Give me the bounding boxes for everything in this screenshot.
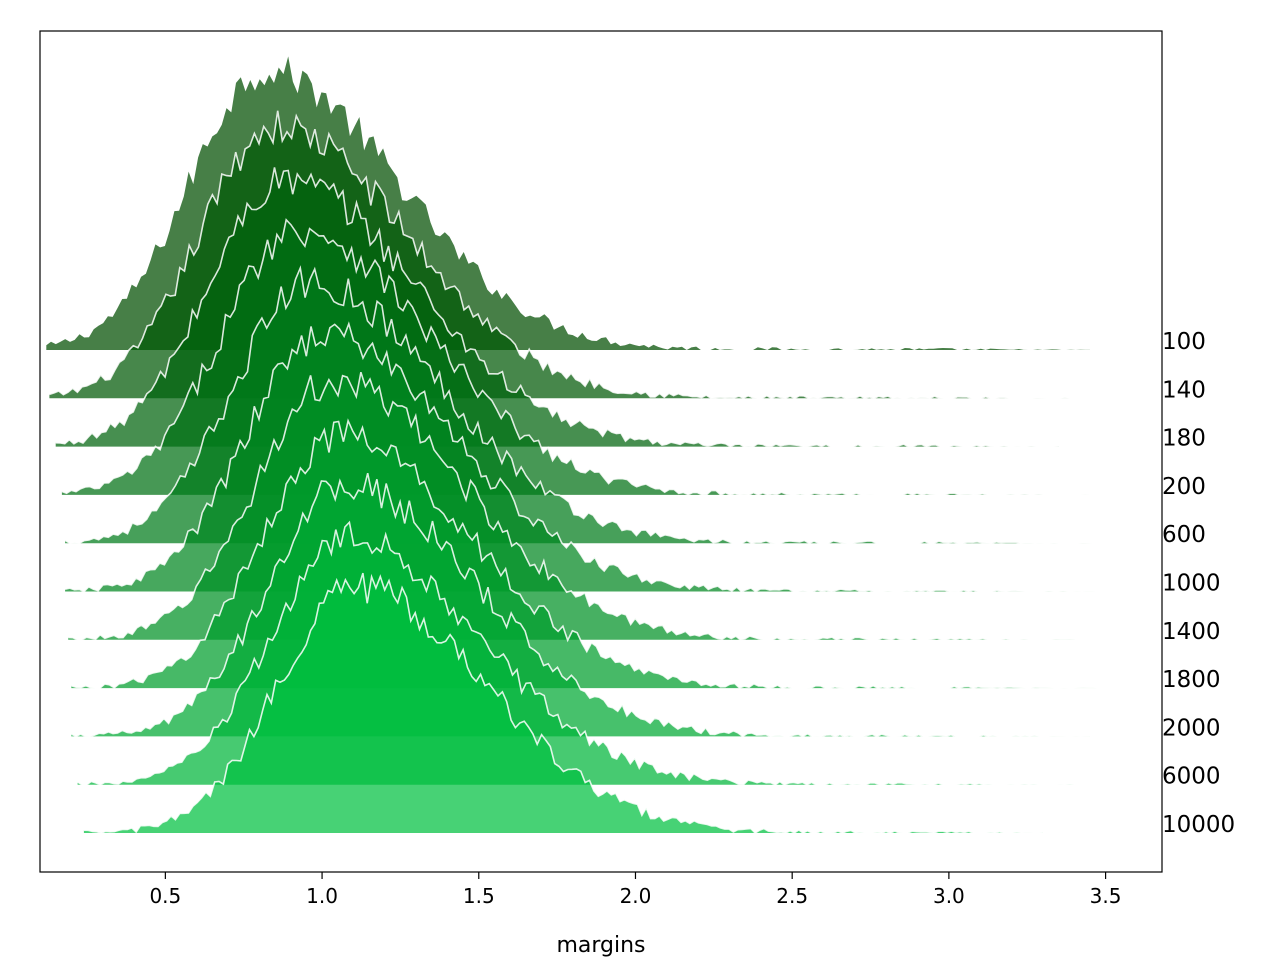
- row-label-200: 200: [1162, 474, 1206, 500]
- x-tick-label-0.5: 0.5: [149, 884, 181, 908]
- row-label-600: 600: [1162, 522, 1206, 548]
- x-tick-label-3.0: 3.0: [933, 884, 965, 908]
- ridge-outline-140: [49, 110, 1075, 400]
- ridge-outline-1400: [68, 371, 1075, 641]
- x-tick-label-2.0: 2.0: [620, 884, 652, 908]
- ridges-layer: [46, 56, 1122, 835]
- plot-frame: [39, 30, 1163, 873]
- row-label-1000: 1000: [1162, 571, 1221, 597]
- x-tick-label-3.5: 3.5: [1090, 884, 1122, 908]
- ridge-outline-180: [55, 167, 1059, 448]
- ridge-outline-10000: [83, 572, 1043, 835]
- ridge-outline-1000: [64, 321, 1106, 593]
- row-label-1400: 1400: [1162, 619, 1221, 645]
- ridge-outline-6000: [77, 520, 1075, 786]
- x-tick-label-1.0: 1.0: [306, 884, 338, 908]
- row-label-2000: 2000: [1162, 715, 1221, 741]
- row-label-1800: 1800: [1162, 667, 1221, 693]
- ridge-fill-10000: [83, 573, 1043, 833]
- row-label-6000: 6000: [1162, 764, 1221, 790]
- x-axis-label: margins: [556, 933, 645, 958]
- x-tick-label-1.5: 1.5: [463, 884, 495, 908]
- x-tick-label-2.5: 2.5: [776, 884, 808, 908]
- ridge-outline-1800: [71, 418, 1122, 689]
- row-label-140: 140: [1162, 377, 1206, 403]
- row-label-180: 180: [1162, 426, 1206, 452]
- ridge-outline-2000: [70, 473, 1090, 738]
- row-label-100: 100: [1162, 329, 1206, 355]
- ridge-outline-600: [64, 265, 1122, 545]
- row-labels: 100 140 180 200 600 1000 1400 1800 2000 6000 10000: [1162, 329, 1235, 838]
- x-axis: 0.5 1.0 1.5 2.0 2.5 3.0 3.5: [149, 872, 1121, 908]
- row-label-10000: 10000: [1162, 812, 1235, 838]
- ridge-outline-200: [61, 218, 1090, 496]
